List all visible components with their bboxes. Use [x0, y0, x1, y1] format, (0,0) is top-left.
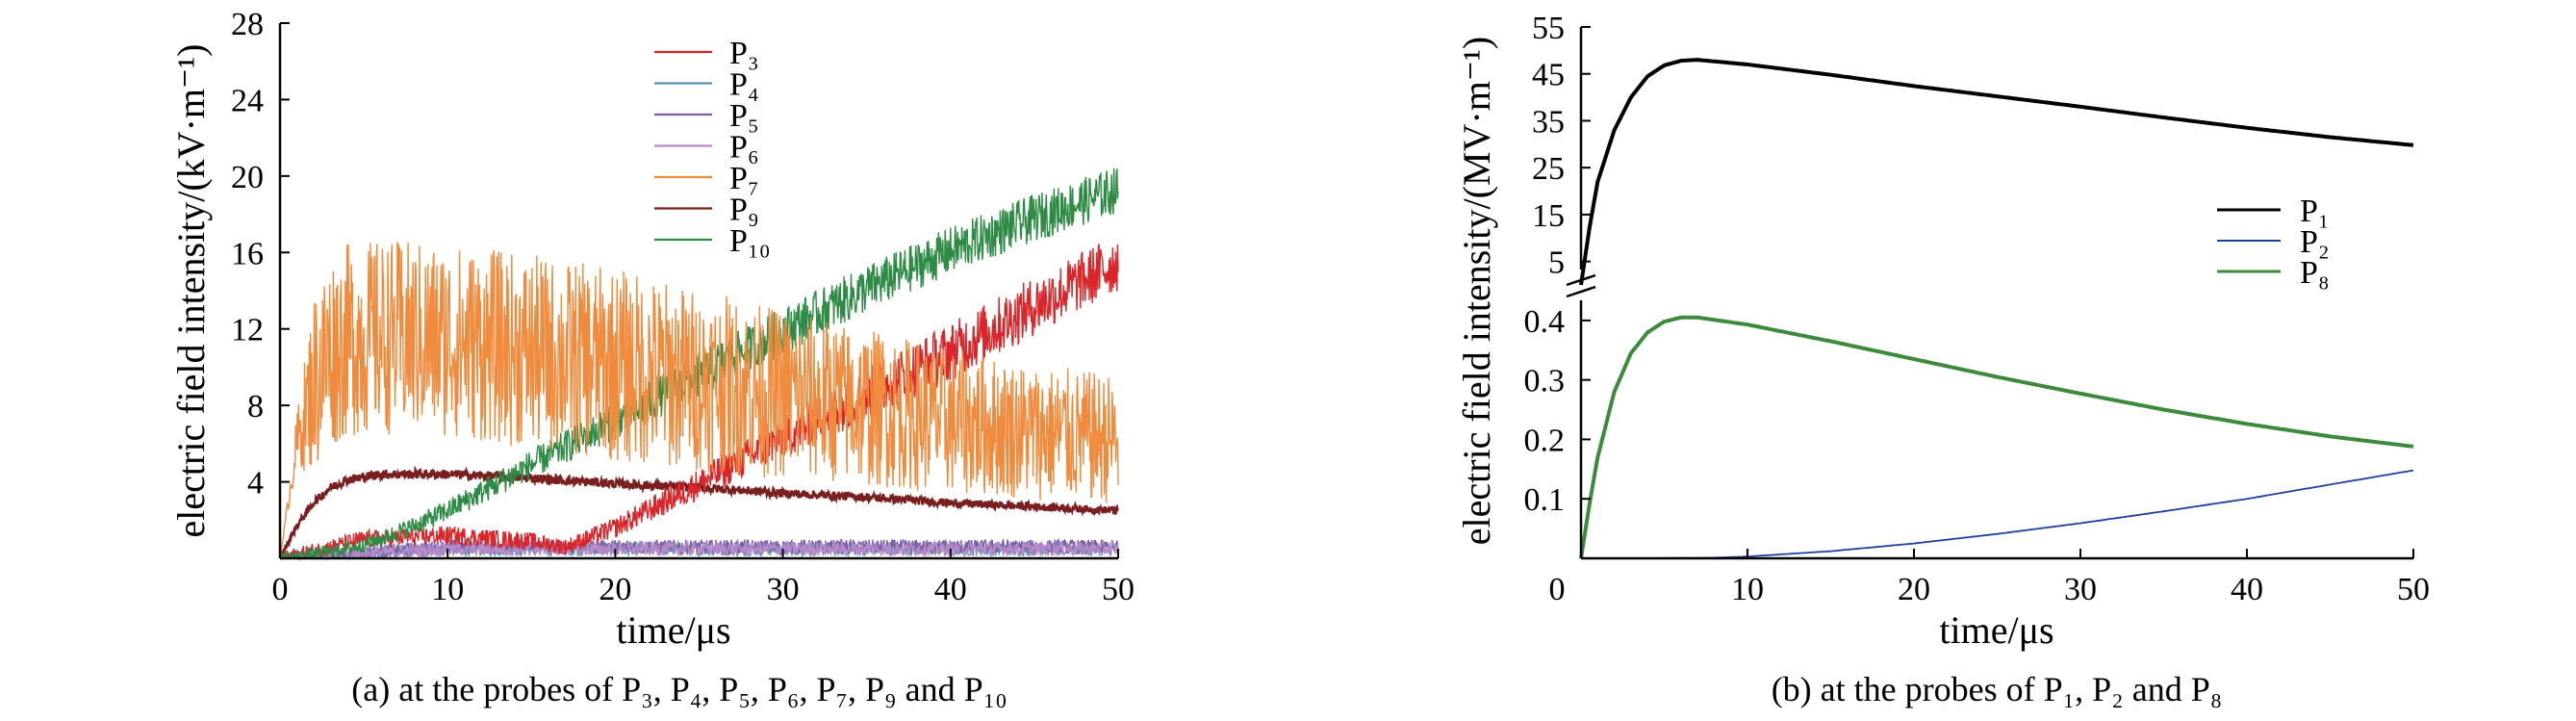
series-line-a-p: [279, 539, 1119, 561]
chart-b: 0 10 20 30 40 50 5 15 25 35 45 55 0.1 0.2 0.3 0.4 time/…: [1455, 11, 2430, 708]
x-tick-label-a: 10: [431, 572, 464, 607]
legend-label-a-p: P₅: [729, 98, 759, 134]
series-line-b-p: [1581, 469, 2414, 559]
axis-break-mark: [1566, 273, 1596, 298]
x-tick-label-b: 30: [2064, 572, 2097, 607]
x-tick-label-a: 30: [767, 572, 800, 607]
y-tick-label-b-lower: 0.4: [1524, 304, 1566, 340]
y-tick-label-a: 12: [231, 313, 264, 348]
x-tick-label-b: 50: [2397, 572, 2430, 607]
x-tick-label-a: 0: [272, 572, 289, 607]
x-tick-label-b: 0: [1549, 572, 1566, 607]
x-tick-label-a: 20: [599, 572, 631, 607]
x-tick-label-a: 50: [1102, 572, 1135, 607]
legend-label-a-p: P₄: [729, 67, 759, 103]
legend-label-b-p: P₈: [2300, 255, 2330, 291]
x-tick-label-b: 10: [1731, 572, 1764, 607]
y-tick-label-b-upper: 35: [1532, 104, 1565, 140]
y-tick-label-b-upper: 5: [1548, 245, 1565, 281]
y-tick-label-b-lower: 0.2: [1524, 423, 1566, 458]
x-axis-label-a: time/μs: [616, 608, 730, 652]
y-tick-label-a: 20: [231, 160, 264, 195]
x-tick-label-b: 20: [1898, 572, 1930, 607]
y-tick-label-b-upper: 45: [1532, 58, 1565, 93]
y-tick-label-a: 4: [247, 466, 264, 502]
x-tick-label-a: 40: [934, 572, 967, 607]
caption-a: (a) at the probes of P₃, P₄, P₅, P₆, P₇,…: [351, 670, 1007, 708]
y-axis-label-b: electric field intensity/(MV·m⁻¹): [1455, 37, 1498, 546]
legend-label-a-p: P₆: [729, 130, 759, 166]
y-tick-label-b-upper: 55: [1532, 11, 1565, 46]
y-tick-label-a: 24: [231, 83, 264, 118]
legend-label-a-p: P₃: [729, 36, 759, 71]
caption-b: (b) at the probes of P₁, P₂ and P₈: [1772, 670, 2223, 708]
y-tick-label-b-upper: 15: [1532, 198, 1565, 234]
series-line-b-p: [1579, 315, 2414, 559]
legend-label-b-p: P₂: [2300, 224, 2330, 260]
y-tick-label-b-lower: 0.3: [1524, 364, 1566, 399]
y-tick-label-b-lower: 0.1: [1524, 482, 1566, 518]
y-tick-label-a: 28: [231, 7, 264, 42]
series-line-a-p: [279, 242, 1119, 559]
y-axis-label-a: electric field intensity/(kV·m⁻¹): [169, 44, 213, 538]
chart-a: 0 10 20 30 40 50 4 8 12 16 20 24 28 time/μs electric…: [169, 7, 1135, 708]
y-tick-label-a: 16: [231, 236, 264, 271]
legend-label-b-p: P₁: [2300, 193, 2330, 229]
x-tick-label-b: 40: [2231, 572, 2263, 607]
legend-label-a-p: P₉: [729, 193, 759, 228]
legend-label-a-p: P₇: [729, 161, 759, 196]
series-line-b-p: [1579, 58, 2414, 286]
y-tick-label-b-upper: 25: [1532, 151, 1565, 187]
series-line-a-p: [278, 465, 1119, 559]
y-tick-label-a: 8: [247, 389, 264, 425]
x-axis-label-b: time/μs: [1939, 608, 2053, 652]
legend-label-a-p: P₁₀: [729, 223, 771, 259]
